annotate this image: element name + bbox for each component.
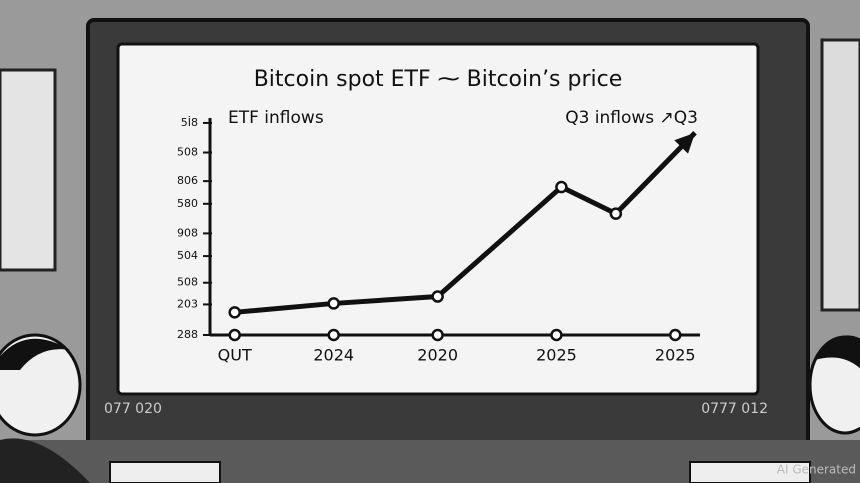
data-line — [234, 131, 697, 315]
y-tick-label: 508 — [177, 276, 198, 289]
y-tick-label: 908 — [177, 226, 198, 239]
left-poster — [0, 68, 57, 272]
x-tick — [327, 328, 340, 342]
data-point — [327, 297, 340, 310]
footer-label: 077 020 — [104, 401, 162, 417]
screen — [116, 42, 760, 396]
annotation: ETF inflows — [228, 108, 324, 128]
y-tick-label: 508 — [177, 146, 198, 159]
annotation: Q3 inflows ↗Q3 — [565, 108, 698, 128]
right-paper — [689, 461, 811, 483]
data-point — [555, 180, 568, 194]
x-tick-label: 2025 — [655, 346, 696, 365]
data-point — [431, 290, 444, 303]
right-person-hair — [815, 335, 860, 369]
left-person-body — [0, 438, 90, 483]
right-poster — [820, 38, 860, 312]
x-tick — [228, 328, 241, 342]
x-tick — [431, 328, 444, 342]
y-tick-label: 580 — [177, 197, 198, 210]
y-tick-label: 806 — [177, 174, 198, 187]
y-tick-label: 203 — [177, 297, 198, 310]
left-person-hair — [0, 338, 70, 370]
y-tick-label: 288 — [177, 328, 198, 341]
x-tick-label: 2025 — [536, 346, 577, 365]
x-tick — [550, 328, 563, 342]
data-point — [609, 207, 623, 220]
footer-label: 0777 012 — [701, 401, 768, 417]
data-point — [228, 306, 241, 319]
arrow-head — [674, 132, 696, 154]
x-tick-label: 2024 — [313, 346, 354, 365]
y-tick-label: 504 — [177, 249, 198, 262]
x-tick-label: QUT — [218, 346, 252, 365]
y-tick-label: 5İ8 — [181, 116, 198, 129]
chart-title: Bitcoin spot ETF ⁓ Bitcoin’s price — [254, 67, 623, 92]
left-paper — [109, 461, 221, 483]
x-tick-label: 2020 — [417, 346, 458, 365]
x-tick — [669, 328, 682, 342]
watermark: AI Generated — [777, 463, 856, 477]
